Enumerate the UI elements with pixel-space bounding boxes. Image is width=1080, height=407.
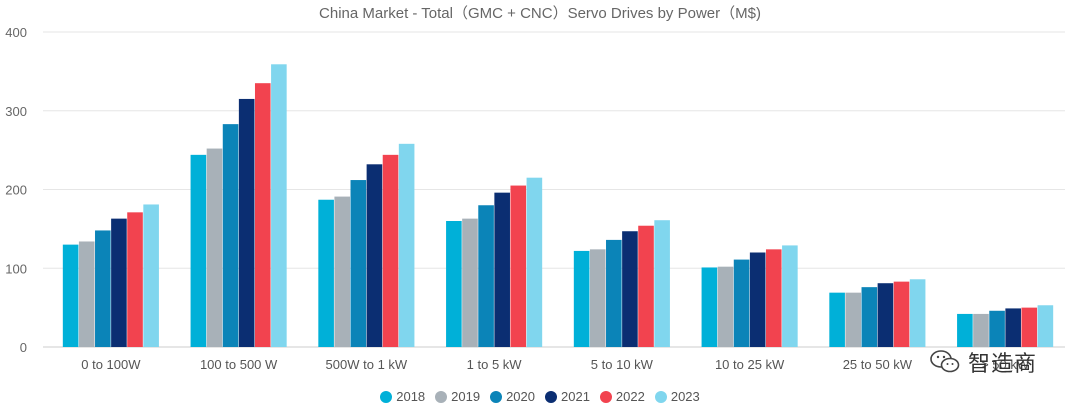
bar <box>973 313 989 347</box>
y-tick-label: 100 <box>5 261 27 276</box>
bar <box>957 313 973 347</box>
legend-swatch <box>435 390 448 403</box>
chart-plot: 0 100 200 300 400 0 to 100W 100 to 500 W 500W t… <box>5 25 1065 372</box>
chart-legend: 2018 2019 2020 2021 2022 2023 <box>0 389 1080 404</box>
x-tick-label: 0 to 100W <box>81 357 141 372</box>
x-tick-label: 1 to 5 kW <box>467 357 523 372</box>
bar <box>893 281 910 347</box>
legend-swatch <box>654 390 667 403</box>
bar <box>733 259 750 347</box>
wechat-icon <box>930 350 960 373</box>
bar <box>654 220 670 347</box>
bar <box>238 98 255 347</box>
y-tick-label: 0 <box>20 340 27 355</box>
legend-label: 2021 <box>561 389 590 404</box>
bar <box>382 154 399 347</box>
legend-label: 2019 <box>451 389 481 404</box>
bar <box>765 249 782 347</box>
bar <box>573 250 590 347</box>
bar <box>271 64 287 347</box>
bar <box>845 292 862 347</box>
legend-label: 2020 <box>506 389 535 404</box>
legend-swatch <box>545 390 557 403</box>
legend-item[interactable]: 2019 <box>435 389 480 404</box>
legend-item[interactable]: 2020 <box>490 389 535 404</box>
bar <box>446 221 462 347</box>
y-tick-label: 400 <box>5 25 27 40</box>
legend-label: 2018 <box>396 389 426 404</box>
bar <box>606 239 622 347</box>
bar <box>254 83 271 347</box>
bar <box>95 230 111 347</box>
bar <box>206 148 223 347</box>
bar <box>717 266 734 347</box>
bar <box>638 225 654 347</box>
bar <box>749 252 766 347</box>
bar <box>782 245 798 347</box>
x-tick-label: 25 to 50 kW <box>843 357 913 372</box>
bar <box>861 287 878 347</box>
legend-swatch <box>380 390 393 403</box>
bar <box>1005 308 1021 347</box>
watermark: 智造商 <box>930 342 1060 382</box>
bar <box>589 249 606 347</box>
legend-label: 2022 <box>615 389 645 404</box>
bar <box>478 205 494 347</box>
bar <box>334 196 351 347</box>
bar <box>127 212 143 347</box>
bar <box>1037 305 1054 347</box>
bar <box>398 143 415 347</box>
bar <box>222 124 239 347</box>
bar <box>877 283 894 347</box>
watermark-text: 智造商 <box>968 351 1038 376</box>
bar <box>190 154 207 347</box>
legend-label: 2023 <box>670 389 700 404</box>
bar <box>462 218 478 347</box>
legend-item[interactable]: 2018 <box>380 389 425 404</box>
x-tick-label: > 50 kW <box>981 357 1030 372</box>
x-tick-label: 100 to 500 W <box>200 357 278 372</box>
x-tick-label: 5 to 10 kW <box>591 357 654 372</box>
legend-item[interactable]: 2022 <box>599 389 645 404</box>
bar <box>622 231 638 347</box>
legend-item[interactable]: 2023 <box>654 389 700 404</box>
bar <box>111 218 127 347</box>
x-tick-label: 10 to 25 kW <box>715 357 785 372</box>
bar <box>366 164 383 347</box>
bar <box>318 199 334 347</box>
y-tick-label: 200 <box>5 183 27 198</box>
bar <box>829 292 845 347</box>
bar <box>989 310 1005 347</box>
bar <box>350 180 367 347</box>
legend-swatch <box>490 390 503 403</box>
bar <box>62 244 79 347</box>
bar <box>494 192 510 347</box>
bar <box>526 177 543 347</box>
x-tick-label: 500W to 1 kW <box>326 357 408 372</box>
legend-item[interactable]: 2021 <box>545 389 590 404</box>
bar <box>143 204 159 347</box>
bar <box>1021 307 1038 347</box>
legend-swatch <box>599 390 612 403</box>
bar <box>78 241 95 347</box>
y-tick-label: 300 <box>5 104 27 119</box>
bar <box>701 267 718 347</box>
chart-title: China Market - Total（GMC + CNC）Servo Dri… <box>319 5 761 22</box>
bar <box>909 279 926 347</box>
bar <box>510 185 527 347</box>
